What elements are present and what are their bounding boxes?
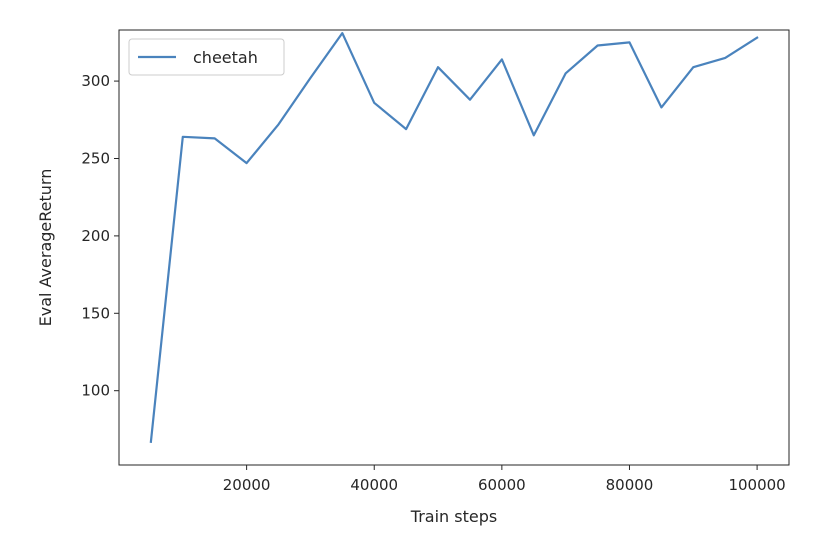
legend-box (128, 38, 285, 76)
series-layer (149, 31, 759, 444)
x-axis: 20000 40000 60000 80000 100000 (223, 465, 786, 494)
legend-entry: cheetah (193, 48, 258, 67)
plot-frame (118, 29, 790, 466)
y-axis: 100 150 200 250 300 (81, 72, 119, 400)
y-axis-label: Eval AverageReturn (36, 169, 55, 327)
plot-area (118, 29, 790, 466)
legend: cheetah (128, 38, 285, 76)
x-tick-label: 100000 (728, 476, 785, 494)
x-tick-label: 80000 (606, 476, 654, 494)
y-tick-label: 150 (81, 304, 110, 322)
y-tick-label: 300 (81, 72, 110, 90)
series-line-cheetah (149, 31, 759, 444)
x-tick-label: 40000 (350, 476, 398, 494)
y-tick-label: 250 (81, 149, 110, 167)
y-tick-label: 100 (81, 382, 110, 400)
y-tick-label: 200 (81, 227, 110, 245)
x-axis-label: Train steps (410, 507, 497, 526)
x-tick-label: 20000 (223, 476, 271, 494)
x-tick-label: 60000 (478, 476, 526, 494)
